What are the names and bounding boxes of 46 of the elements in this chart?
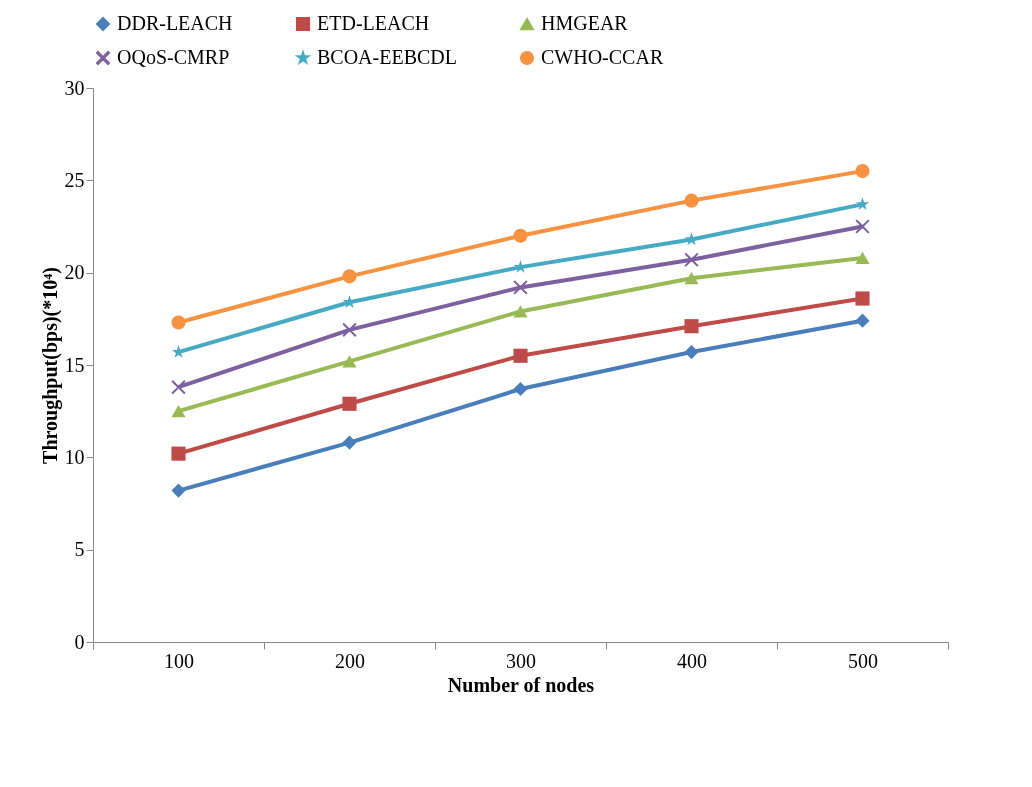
point [855, 197, 870, 211]
point [342, 269, 357, 284]
point [513, 305, 528, 318]
legend-label: BCOA-EEBCDL [317, 46, 457, 68]
point [342, 322, 357, 337]
x-tick-label: 400 [677, 649, 707, 672]
legend-label: ETD-LEACH [317, 12, 430, 34]
x-axis-title: Number of nodes [447, 673, 595, 696]
point [513, 348, 528, 363]
point [342, 355, 357, 368]
y-tick-label: 25 [64, 168, 85, 191]
point [513, 280, 528, 295]
y-tick-label: 15 [64, 353, 85, 376]
point [342, 396, 357, 411]
legend-label: HMGEAR [541, 12, 629, 34]
point [171, 380, 186, 395]
point [342, 435, 357, 450]
x-tick-label: 500 [848, 649, 878, 672]
y-tick-label: 10 [64, 445, 85, 468]
y-axis-title: Throughput(bps)(*10⁴) [38, 267, 62, 464]
x-tick-label: 200 [335, 649, 365, 672]
point [171, 446, 186, 461]
point [855, 313, 870, 328]
point [684, 272, 699, 285]
point [513, 228, 528, 243]
y-tick-label: 20 [64, 261, 85, 284]
point [171, 315, 186, 330]
point [855, 219, 870, 234]
point [855, 164, 870, 179]
point [855, 291, 870, 306]
point [684, 345, 699, 360]
y-tick-label: 5 [74, 538, 85, 561]
y-tick-label: 30 [64, 76, 85, 99]
x-tick-label: 100 [164, 649, 194, 672]
point [684, 319, 699, 334]
x-tick-label: 300 [506, 649, 536, 672]
point [855, 251, 870, 265]
point [171, 405, 186, 418]
point [684, 252, 699, 267]
point [171, 483, 186, 498]
y-tick-label: 0 [74, 630, 85, 653]
legend-label: DDR-LEACH [117, 12, 233, 34]
point [684, 193, 699, 208]
legend-label: CWHO-CCAR [541, 46, 664, 68]
legend-label: OQoS-CMRP [117, 46, 230, 68]
point [513, 381, 528, 397]
